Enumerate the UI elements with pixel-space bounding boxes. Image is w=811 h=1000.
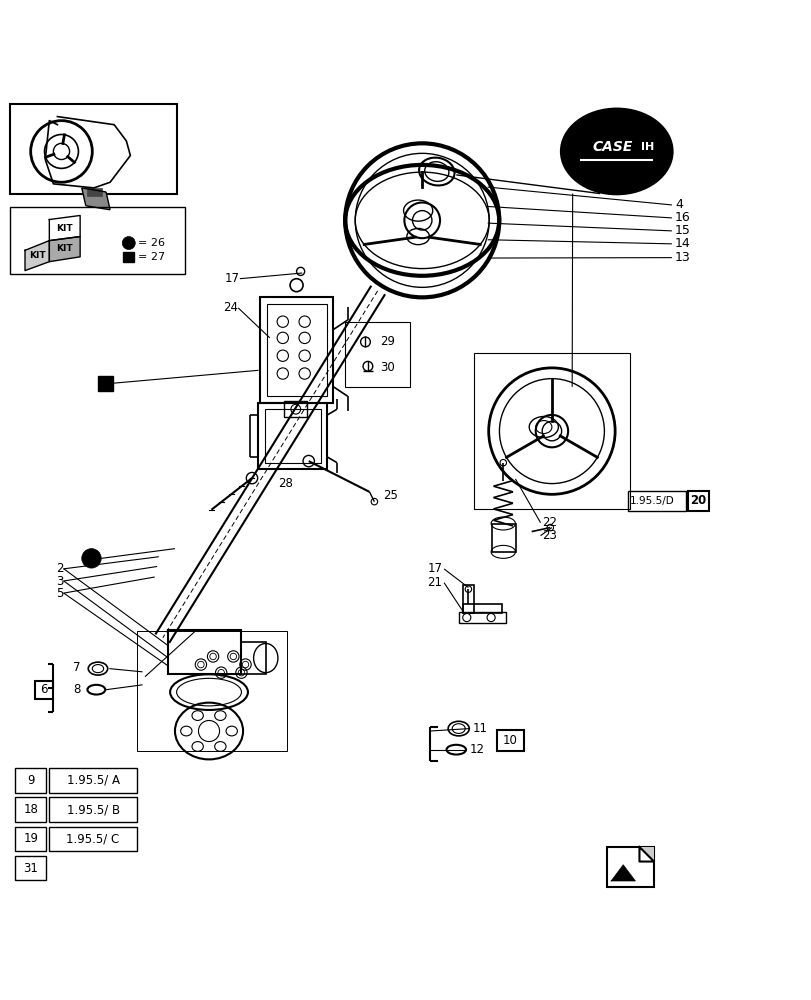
Text: 22: 22: [542, 516, 556, 529]
Text: 7: 7: [72, 661, 80, 674]
Text: 23: 23: [542, 529, 556, 542]
Text: 14: 14: [674, 237, 690, 250]
Bar: [98, 376, 113, 391]
Text: 8: 8: [73, 683, 80, 696]
Text: 1.95.5/ B: 1.95.5/ B: [67, 803, 119, 816]
Bar: [169, 630, 241, 674]
Bar: [35, 681, 53, 699]
Bar: [11, 104, 176, 194]
Polygon shape: [49, 237, 80, 262]
Text: 25: 25: [383, 489, 397, 502]
Text: 16: 16: [674, 211, 690, 224]
Text: KIT: KIT: [56, 244, 73, 253]
Bar: [628, 491, 685, 511]
Text: 28: 28: [277, 477, 293, 490]
Bar: [687, 491, 708, 511]
Text: = 26: = 26: [139, 238, 165, 248]
Bar: [137, 631, 286, 751]
Text: 31: 31: [24, 862, 38, 875]
Text: 19: 19: [24, 832, 38, 845]
Bar: [49, 768, 137, 793]
Text: 24: 24: [223, 301, 238, 314]
Bar: [266, 304, 326, 396]
Bar: [345, 322, 410, 387]
Text: 30: 30: [380, 361, 394, 374]
Text: 1.95.5/ A: 1.95.5/ A: [67, 774, 119, 787]
Bar: [491, 524, 516, 552]
Polygon shape: [25, 241, 49, 271]
Bar: [15, 768, 46, 793]
Text: CASE: CASE: [592, 140, 632, 154]
Text: 21: 21: [427, 576, 442, 589]
Text: 9: 9: [27, 774, 34, 787]
Bar: [15, 797, 46, 822]
Text: 13: 13: [674, 251, 690, 264]
Polygon shape: [639, 847, 653, 862]
Bar: [241, 642, 265, 674]
Text: 29: 29: [380, 335, 395, 348]
Bar: [88, 188, 102, 196]
Text: 17: 17: [224, 272, 239, 285]
Polygon shape: [82, 188, 110, 210]
Polygon shape: [611, 865, 635, 881]
Circle shape: [82, 549, 101, 568]
Text: KIT: KIT: [56, 224, 73, 233]
Bar: [462, 585, 474, 613]
Text: 5: 5: [56, 587, 63, 600]
Bar: [458, 612, 505, 623]
Bar: [258, 403, 327, 469]
Bar: [496, 730, 524, 751]
Ellipse shape: [561, 109, 671, 194]
Text: 2: 2: [56, 562, 63, 575]
Text: 11: 11: [472, 722, 487, 735]
Bar: [15, 827, 46, 851]
Text: 1.95.5/ C: 1.95.5/ C: [67, 832, 119, 845]
Bar: [123, 252, 134, 262]
Bar: [462, 604, 501, 613]
Bar: [11, 207, 184, 274]
Ellipse shape: [568, 114, 664, 189]
Bar: [607, 847, 653, 887]
Polygon shape: [49, 215, 80, 241]
Circle shape: [122, 237, 135, 250]
Text: = 27: = 27: [139, 252, 165, 262]
Text: 17: 17: [427, 562, 442, 575]
Bar: [49, 827, 137, 851]
Bar: [15, 856, 46, 880]
Text: 10: 10: [503, 734, 517, 747]
Bar: [474, 353, 629, 509]
Text: 6: 6: [40, 683, 47, 696]
Bar: [49, 797, 137, 822]
Text: 18: 18: [24, 803, 38, 816]
Text: 12: 12: [469, 743, 483, 756]
Text: KIT: KIT: [29, 251, 45, 260]
Bar: [260, 297, 333, 403]
Bar: [284, 401, 307, 417]
Text: 15: 15: [674, 224, 690, 237]
Text: 4: 4: [674, 198, 682, 211]
Text: 1.95.5/D: 1.95.5/D: [629, 496, 674, 506]
Text: 3: 3: [56, 575, 63, 588]
Bar: [264, 409, 320, 463]
Text: IH: IH: [640, 142, 654, 152]
Text: 20: 20: [689, 494, 706, 507]
